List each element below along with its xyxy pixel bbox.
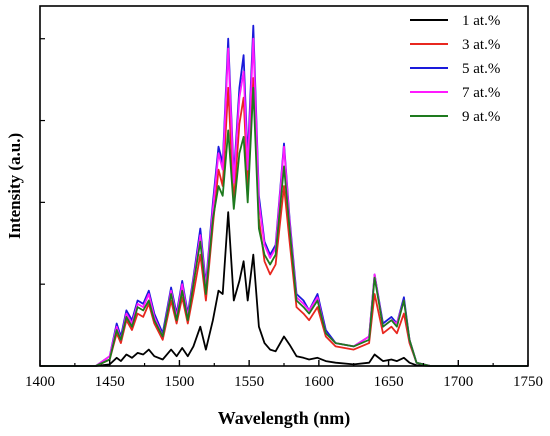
series-line-2 [40,77,528,367]
legend-label-4: 7 at.% [462,85,500,101]
legend-label-3: 5 at.% [462,61,500,77]
legend-label-2: 3 at.% [462,37,500,53]
y-axis-label: Intensity (a.u.) [5,133,24,239]
x-axis-label: Wavelength (nm) [218,408,351,429]
legend: 1 at.% 3 at.% 5 at.% 7 at.% 9 at.% [410,13,500,125]
x-tick-label: 1650 [374,374,404,390]
x-tick-label: 1600 [304,374,334,390]
x-tick-label: 1550 [234,374,264,390]
x-axis-ticks: 1400 1450 1500 1550 1600 1650 1700 1750 [25,360,543,390]
series-line-5 [40,86,528,367]
x-tick-label: 1700 [443,374,473,390]
x-tick-label: 1450 [95,374,125,390]
series-line-1 [40,211,528,367]
y-axis-ticks [40,38,45,367]
x-tick-label: 1750 [513,374,543,390]
series-layer [40,24,528,367]
series-line-3 [40,24,528,367]
series-line-4 [40,37,528,367]
x-tick-label: 1500 [164,374,194,390]
legend-label-5: 9 at.% [462,109,500,125]
legend-label-1: 1 at.% [462,13,500,29]
x-tick-label: 1400 [25,374,55,390]
